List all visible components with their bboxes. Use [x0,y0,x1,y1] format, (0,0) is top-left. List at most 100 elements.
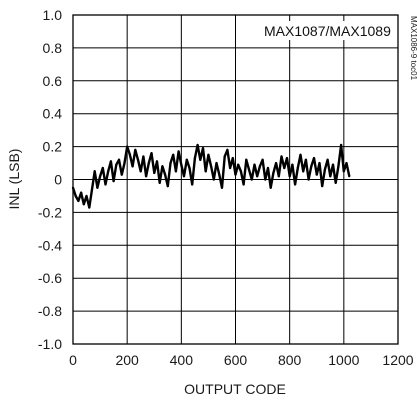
data-point [118,159,120,161]
data-point [210,165,212,167]
data-point [134,149,136,151]
data-point [253,164,255,166]
x-tick-label: 400 [170,352,194,368]
y-tick-label: 0.2 [43,139,63,155]
inl-series-line [73,145,349,208]
data-point [297,167,299,169]
y-tick-label: -0.6 [38,270,62,286]
data-point [164,173,166,175]
data-point [272,172,274,174]
data-point [313,157,315,159]
data-point [243,183,245,185]
data-point [294,183,296,185]
data-point [335,182,337,184]
data-point [283,167,285,169]
data-point [224,155,226,157]
data-point [248,169,250,171]
data-point [289,175,291,177]
data-point [324,169,326,171]
data-point [278,175,280,177]
data-point [215,162,217,164]
data-point [232,157,234,159]
data-point [186,159,188,161]
data-point [175,170,177,172]
data-point [129,154,131,156]
data-point [161,165,163,167]
data-point [88,206,90,208]
data-point [234,173,236,175]
data-point [80,192,82,194]
data-point [167,185,169,187]
data-point [291,164,293,166]
data-point [240,170,242,172]
data-point [199,159,201,161]
data-point [121,173,123,175]
data-point [123,162,125,164]
data-point [137,159,139,161]
x-tick-label: 200 [115,352,139,368]
data-point [299,154,301,156]
data-point [264,178,266,180]
data-point [99,175,101,177]
data-point [340,144,342,146]
data-point [110,160,112,162]
data-point [83,203,85,205]
data-point [316,173,318,175]
part-number-label: MAX1087/MAX1089 [264,23,391,39]
data-point [159,182,161,184]
figure-id-label: MAX1086-9 toc01 [409,16,417,81]
data-point [194,157,196,159]
data-point [77,200,79,202]
data-point [172,154,174,156]
x-tick-label: 0 [69,352,77,368]
data-point [207,154,209,156]
data-point [221,187,223,189]
data-point [337,165,339,167]
data-point [126,146,128,148]
x-tick-label: 600 [224,352,248,368]
x-tick-labels: 0 200 400 600 800 1000 1200 [69,352,414,368]
data-point [343,170,345,172]
data-point [104,183,106,185]
data-point [308,178,310,180]
data-point [94,170,96,172]
data-point [326,159,328,161]
data-point [259,165,261,167]
data-point [102,167,104,169]
data-point [183,175,185,177]
data-point [202,147,204,149]
x-tick-label: 1200 [382,352,413,368]
data-point [148,162,150,164]
y-tick-label: 0.4 [43,106,63,122]
data-point [275,162,277,164]
y-tick-label: 0.8 [43,40,63,56]
data-point [145,175,147,177]
data-point [229,167,231,169]
data-point [75,195,77,197]
grid [73,15,398,344]
data-point [142,155,144,157]
y-tick-label: -0.2 [38,204,62,220]
data-point [196,144,198,146]
data-point [245,159,247,161]
data-point [302,170,304,172]
data-point [85,195,87,197]
data-point [213,178,215,180]
data-point [140,170,142,172]
y-tick-label: 0 [54,172,62,188]
data-point [178,150,180,152]
data-point [280,155,282,157]
data-point [131,165,133,167]
y-tick-label: -0.8 [38,303,62,319]
data-point [153,172,155,174]
data-point [310,165,312,167]
y-tick-label: -1.0 [38,336,62,352]
y-tick-label: 0.6 [43,73,63,89]
data-point [348,175,350,177]
data-point [188,167,190,169]
data-point [345,162,347,164]
data-point [72,187,74,189]
data-point [318,162,320,164]
data-point [329,175,331,177]
